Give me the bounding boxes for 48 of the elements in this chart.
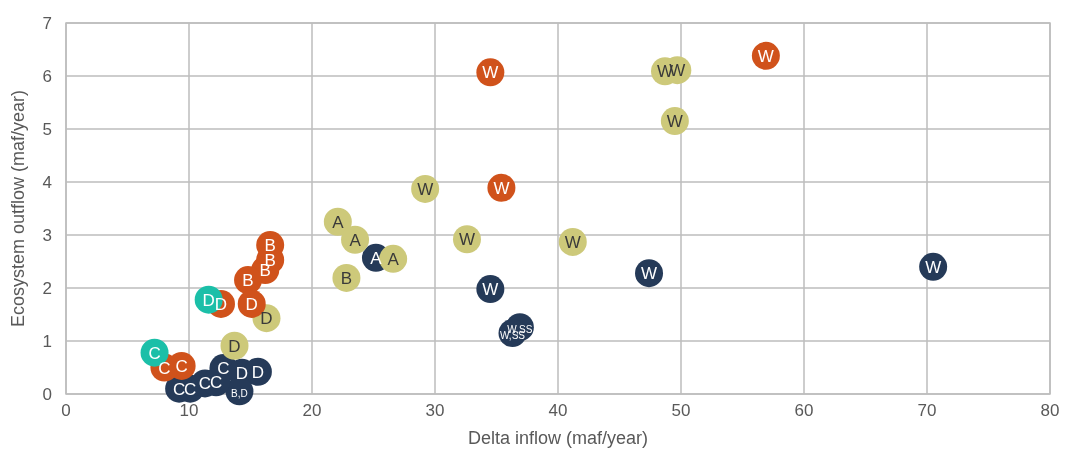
x-tick-label: 20 xyxy=(302,401,322,420)
annotation: W xyxy=(458,230,475,250)
annotation: W xyxy=(666,112,683,132)
x-tick-label: 50 xyxy=(671,401,691,420)
annotation: C xyxy=(198,374,212,394)
x-tick-label: 70 xyxy=(917,401,937,420)
annotation: C xyxy=(209,373,223,393)
annotation: A xyxy=(332,212,345,232)
annotation: D xyxy=(245,294,258,314)
annotation: D xyxy=(228,336,241,356)
annotation: C xyxy=(184,379,197,399)
annotation: W xyxy=(482,280,499,300)
annotation: C xyxy=(148,343,161,363)
annotation: W xyxy=(757,46,774,66)
y-tick-label: 5 xyxy=(42,120,52,139)
annotation: B,D xyxy=(231,388,248,400)
x-tick-label: 0 xyxy=(61,401,71,420)
annotation: W xyxy=(641,264,658,284)
annotation: D xyxy=(260,309,273,329)
y-tick-label: 1 xyxy=(42,332,52,351)
annotation: A xyxy=(387,249,400,269)
x-tick-label: 60 xyxy=(794,401,814,420)
x-axis-title: Delta inflow (maf/year) xyxy=(467,428,649,448)
y-tick-label: 6 xyxy=(42,67,52,86)
annotation: B xyxy=(242,271,254,291)
annotation: W xyxy=(925,257,942,277)
annotation: C xyxy=(173,379,186,399)
y-axis-title: Ecosystem outflow (maf/year) xyxy=(8,89,28,328)
y-tick-label: 2 xyxy=(42,279,52,298)
y-tick-label: 3 xyxy=(42,226,52,245)
y-tick-label: 7 xyxy=(42,14,52,33)
annotation: W xyxy=(482,63,499,83)
x-tick-label: 40 xyxy=(548,401,568,420)
annotation: D xyxy=(235,363,249,383)
annotation: W xyxy=(417,179,434,199)
annotation: D xyxy=(202,290,215,310)
annotation: C xyxy=(158,358,171,378)
annotation: W xyxy=(564,232,581,252)
x-tick-label: 30 xyxy=(425,401,445,420)
annotation: W xyxy=(493,178,510,198)
x-tick-label: 80 xyxy=(1040,401,1060,420)
x-tick-label: 10 xyxy=(179,401,199,420)
y-tick-label: 4 xyxy=(42,173,52,192)
annotation: A xyxy=(349,230,362,250)
annotation: B xyxy=(340,268,353,288)
annotation: C xyxy=(175,356,188,376)
annotation: D xyxy=(251,362,265,382)
y-tick-label: 0 xyxy=(42,385,52,404)
